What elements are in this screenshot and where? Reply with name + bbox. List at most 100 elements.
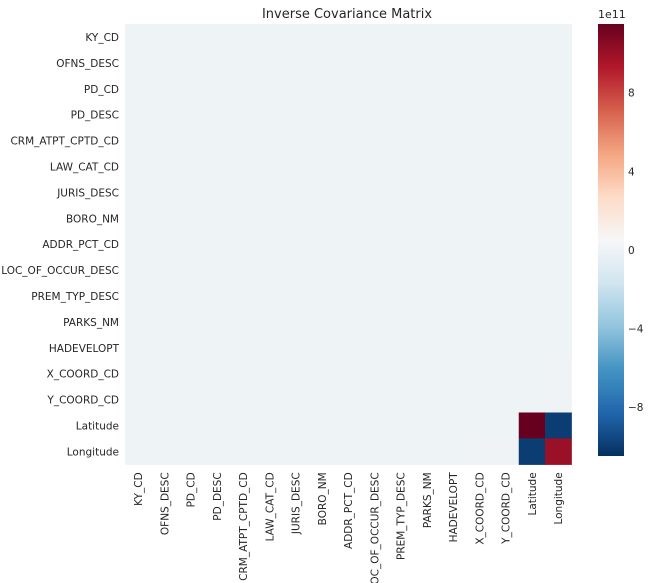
heatmap-cell [492, 360, 520, 388]
heatmap-cell [361, 334, 389, 362]
heatmap-cell [466, 49, 494, 77]
heatmap-cell [282, 412, 310, 439]
heatmap-cell [308, 101, 336, 129]
heatmap-cell [230, 360, 257, 388]
heatmap-cell [518, 438, 546, 465]
heatmap-cell [361, 412, 389, 439]
heatmap-cell [413, 231, 441, 258]
colorbar-tick-label: 4 [628, 166, 635, 178]
heatmap-cell [335, 283, 362, 310]
heatmap-cell [308, 386, 336, 414]
heatmap-cell [518, 205, 546, 232]
colorbar-tick-label: −8 [628, 402, 643, 414]
heatmap-cell [203, 49, 231, 77]
heatmap-cell [125, 75, 152, 103]
heatmap-cell [492, 49, 520, 77]
heatmap-cell [440, 257, 467, 284]
heatmap-cell [518, 49, 546, 77]
heatmap-cell [361, 179, 389, 206]
heatmap-cell [308, 360, 336, 388]
y-tick-label: Longitude [67, 446, 119, 458]
heatmap-cell [361, 153, 389, 180]
heatmap-cell [492, 257, 520, 284]
heatmap-cell [440, 412, 467, 439]
x-tick-label: PD_DESC [212, 472, 224, 520]
heatmap-cell [230, 75, 257, 103]
heatmap-cell [335, 75, 362, 103]
heatmap-cell [125, 308, 152, 336]
heatmap-cell [492, 24, 520, 51]
heatmap-cell [387, 283, 415, 310]
heatmap-cell [308, 412, 336, 439]
heatmap-cell [413, 75, 441, 103]
heatmap-cell [492, 127, 520, 155]
heatmap-cell [413, 308, 441, 336]
x-tick-label: BORO_NM [317, 472, 329, 525]
heatmap-cell [125, 179, 152, 206]
heatmap-cell [203, 283, 231, 310]
colorbar-offset-label: 1e11 [598, 8, 626, 21]
heatmap-cell [308, 179, 336, 206]
heatmap-cell [492, 179, 520, 206]
heatmap-cell [203, 205, 231, 232]
heatmap-cell [387, 205, 415, 232]
heatmap-cell [545, 231, 572, 258]
heatmap-cell [361, 283, 389, 310]
x-tick-label: LAW_CAT_CD [264, 472, 276, 541]
heatmap-cell [177, 386, 205, 414]
heatmap-cell [518, 334, 546, 362]
heatmap-cell [466, 231, 494, 258]
heatmap-cell [387, 24, 415, 51]
y-tick-label: CRM_ATPT_CPTD_CD [10, 136, 119, 148]
heatmap-cell [151, 308, 179, 336]
heatmap-cell [256, 283, 284, 310]
heatmap-cell [387, 101, 415, 129]
heatmap-cell [256, 127, 284, 155]
heatmap-cell [361, 438, 389, 465]
x-tick-label: KY_CD [133, 472, 145, 506]
y-tick-label: KY_CD [85, 32, 119, 44]
heatmap-cell [545, 283, 572, 310]
heatmap-cell [361, 231, 389, 258]
heatmap-cell [492, 153, 520, 180]
heatmap-cell [492, 283, 520, 310]
heatmap-cell [361, 257, 389, 284]
heatmap-cell [203, 438, 231, 465]
heatmap-cell [492, 334, 520, 362]
heatmap-cell [256, 308, 284, 336]
heatmap-cell [440, 438, 467, 465]
heatmap-cell [230, 334, 257, 362]
heatmap-cell [361, 205, 389, 232]
heatmap-cell [282, 49, 310, 77]
heatmap-cell [413, 127, 441, 155]
heatmap-cell [518, 412, 546, 439]
heatmap-cell [413, 49, 441, 77]
heatmap-cell [440, 24, 467, 51]
colorbar-tick-label: 8 [628, 88, 635, 100]
y-tick-label: HADEVELOPT [49, 343, 120, 355]
heatmap-cell [492, 231, 520, 258]
heatmap-cell [545, 386, 572, 414]
heatmap-cell [335, 127, 362, 155]
heatmap-cell [308, 438, 336, 465]
heatmap-cell [518, 308, 546, 336]
heatmap-cell [361, 308, 389, 336]
heatmap-cell [177, 308, 205, 336]
y-tick-label: Latitude [76, 420, 119, 432]
heatmap-cell [256, 24, 284, 51]
heatmap-cell [413, 101, 441, 129]
heatmap-cell [125, 24, 152, 51]
heatmap-cell [335, 179, 362, 206]
heatmap-cell [518, 386, 546, 414]
x-tick-label: ADDR_PCT_CD [343, 472, 355, 549]
heatmap-cell [440, 179, 467, 206]
heatmap-cell [413, 179, 441, 206]
heatmap-cell [466, 205, 494, 232]
heatmap-cell [308, 257, 336, 284]
heatmap-cell [387, 75, 415, 103]
heatmap-cell [545, 101, 572, 129]
x-tick-label: Latitude [527, 472, 539, 515]
heatmap-cell [256, 75, 284, 103]
heatmap-cell [492, 438, 520, 465]
